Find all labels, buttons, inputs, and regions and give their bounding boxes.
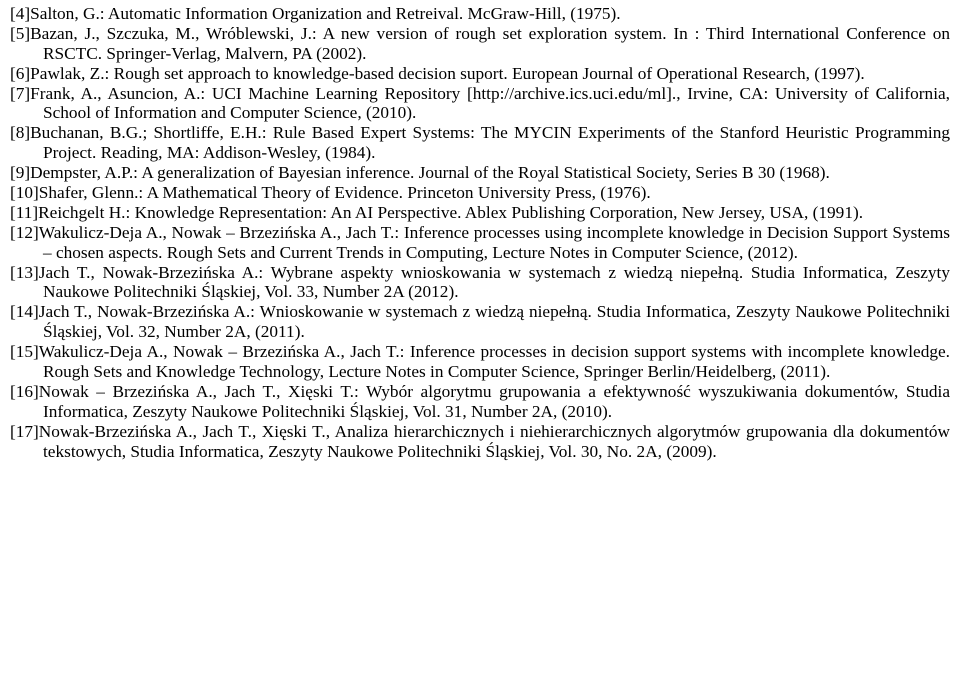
reference-text: Nowak – Brzezińska A., Jach T., Xięski T… — [39, 382, 950, 421]
reference-number: [4] — [10, 4, 30, 23]
reference-number: [8] — [10, 123, 30, 142]
reference-text: Reichgelt H.: Knowledge Representation: … — [38, 203, 863, 222]
reference-number: [9] — [10, 163, 30, 182]
reference-text: Bazan, J., Szczuka, M., Wróblewski, J.: … — [30, 24, 950, 63]
reference-item: [13]Jach T., Nowak-Brzezińska A.: Wybran… — [10, 263, 950, 303]
reference-text: Pawlak, Z.: Rough set approach to knowle… — [30, 64, 865, 83]
reference-item: [12]Wakulicz-Deja A., Nowak – Brzezińska… — [10, 223, 950, 263]
reference-number: [14] — [10, 302, 39, 321]
reference-item: [9]Dempster, A.P.: A generalization of B… — [10, 163, 950, 183]
reference-item: [11]Reichgelt H.: Knowledge Representati… — [10, 203, 950, 223]
reference-item: [7]Frank, A., Asuncion, A.: UCI Machine … — [10, 84, 950, 124]
reference-number: [15] — [10, 342, 39, 361]
reference-text: Frank, A., Asuncion, A.: UCI Machine Lea… — [30, 84, 950, 123]
reference-item: [10]Shafer, Glenn.: A Mathematical Theor… — [10, 183, 950, 203]
reference-number: [6] — [10, 64, 30, 83]
reference-number: [17] — [10, 422, 39, 441]
reference-number: [12] — [10, 223, 39, 242]
reference-text: Buchanan, B.G.; Shortliffe, E.H.: Rule B… — [30, 123, 950, 162]
reference-text: Salton, G.: Automatic Information Organi… — [30, 4, 620, 23]
reference-text: Nowak-Brzezińska A., Jach T., Xięski T.,… — [39, 422, 950, 461]
reference-text: Shafer, Glenn.: A Mathematical Theory of… — [39, 183, 651, 202]
reference-text: Wakulicz-Deja A., Nowak – Brzezińska A.,… — [39, 223, 950, 262]
reference-text: Dempster, A.P.: A generalization of Baye… — [30, 163, 830, 182]
reference-number: [11] — [10, 203, 38, 222]
reference-item: [16]Nowak – Brzezińska A., Jach T., Xięs… — [10, 382, 950, 422]
reference-text: Wakulicz-Deja A., Nowak – Brzezińska A.,… — [39, 342, 950, 381]
reference-item: [5]Bazan, J., Szczuka, M., Wróblewski, J… — [10, 24, 950, 64]
reference-number: [5] — [10, 24, 30, 43]
reference-item: [6]Pawlak, Z.: Rough set approach to kno… — [10, 64, 950, 84]
reference-number: [7] — [10, 84, 30, 103]
reference-item: [14]Jach T., Nowak-Brzezińska A.: Wniosk… — [10, 302, 950, 342]
reference-item: [17]Nowak-Brzezińska A., Jach T., Xięski… — [10, 422, 950, 462]
reference-list: [4]Salton, G.: Automatic Information Org… — [10, 4, 950, 461]
reference-text: Jach T., Nowak-Brzezińska A.: Wnioskowan… — [39, 302, 950, 341]
reference-item: [4]Salton, G.: Automatic Information Org… — [10, 4, 950, 24]
reference-item: [15]Wakulicz-Deja A., Nowak – Brzezińska… — [10, 342, 950, 382]
reference-number: [16] — [10, 382, 39, 401]
reference-item: [8]Buchanan, B.G.; Shortliffe, E.H.: Rul… — [10, 123, 950, 163]
reference-number: [10] — [10, 183, 39, 202]
reference-number: [13] — [10, 263, 39, 282]
reference-text: Jach T., Nowak-Brzezińska A.: Wybrane as… — [39, 263, 950, 302]
